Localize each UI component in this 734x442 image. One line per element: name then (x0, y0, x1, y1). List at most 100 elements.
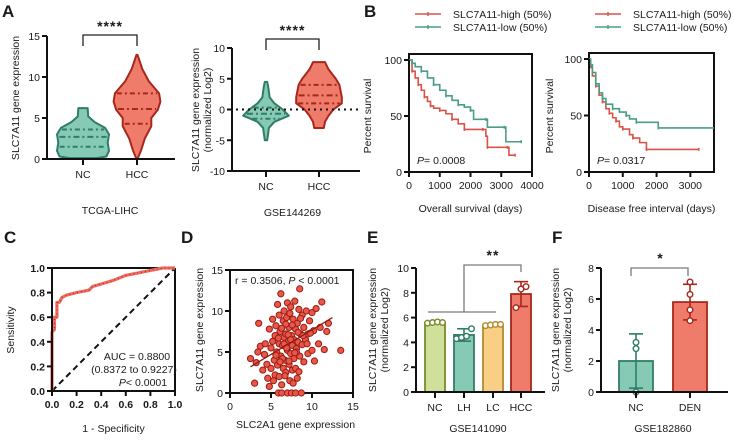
data-point (632, 345, 640, 353)
x-tick-label: 0 (586, 180, 592, 192)
scatter-point (276, 358, 284, 366)
r-value: r = 0.3506, (235, 275, 288, 287)
scatter-point (269, 315, 277, 323)
y-tick-label: 5 (219, 74, 225, 86)
y-tick-label: 0.6 (30, 312, 45, 324)
auc-annotation: AUC = 0.8800 (104, 351, 170, 363)
scatter-point (295, 305, 303, 313)
scatter-point (277, 290, 285, 298)
survival-curve-high (409, 59, 516, 156)
y-tick-label: 0 (219, 105, 225, 117)
y-tick-label: 0 (576, 167, 582, 179)
panel-label: A (2, 2, 14, 21)
data-point (686, 278, 694, 286)
p-value: = 0.0008 (424, 155, 465, 167)
scatter-point (264, 374, 272, 382)
data-point (686, 317, 694, 325)
x-tick-label: 0.6 (118, 399, 133, 411)
p-value: = 0.0317 (604, 155, 645, 167)
roc-curve-markers (51, 267, 175, 391)
scatter-point (272, 322, 280, 330)
y-axis-subtitle: (normalized Log2) (562, 288, 574, 373)
p-value: < 0.0001 (126, 377, 167, 389)
significance-bracket: ** (428, 247, 522, 313)
scatter-point (323, 327, 331, 336)
scatter-point (337, 346, 345, 354)
x-tick-label: 2000 (645, 180, 669, 192)
scatter-point (265, 325, 273, 333)
x-axis-title: Disease free interval (days) (588, 203, 716, 215)
data-point (686, 306, 694, 314)
violin-shape (242, 80, 290, 142)
scatter-point (285, 357, 293, 365)
x-tick-label: 0.0 (45, 399, 60, 411)
p-value-annotation: P= 0.0008 (417, 155, 465, 167)
bar (482, 324, 504, 393)
x-tick-label: 0 (406, 180, 412, 192)
scatter-point (318, 298, 326, 306)
y-tick-label: 5 (217, 347, 223, 359)
regression-line (250, 317, 333, 368)
y-tick-label: 0.2 (30, 361, 45, 373)
scatter-point (296, 285, 304, 293)
bracket-line (463, 264, 522, 312)
violin-shape (56, 107, 110, 160)
scatter-point (295, 368, 303, 376)
scatter-point (282, 320, 290, 328)
x-tick-label: 0 (227, 401, 233, 413)
x-category-label: NC (628, 402, 644, 414)
scatter-point (294, 328, 302, 336)
x-category-label: LC (486, 402, 500, 414)
legend-label: SLC7A11-high (50%) (633, 9, 731, 21)
bracket-line (82, 34, 138, 46)
p-value-annotation: P= 0.0317 (597, 155, 645, 167)
data-point (468, 325, 476, 333)
panel-label: B (364, 2, 376, 21)
y-tick-label: 0.8 (30, 288, 45, 300)
legend-label: SLC7A11-low (50%) (453, 22, 547, 34)
y-axis-title: Percent survival (362, 79, 374, 154)
y-tick-label: -5 (216, 135, 225, 147)
scatter-point (261, 340, 269, 348)
panel-label: D (181, 228, 193, 247)
scatter-point (269, 377, 278, 385)
scatter-point (308, 309, 316, 317)
ci-annotation: (0.8372 to 0.9227) (91, 364, 177, 376)
x-tick-label: 5 (268, 401, 274, 413)
x-tick-label: 1000 (611, 180, 635, 192)
x-category-label: NC (427, 402, 443, 414)
scatter-point (288, 321, 296, 329)
scatter-point (286, 309, 294, 318)
y-tick-label: 6 (403, 313, 409, 325)
scatter-point (278, 324, 286, 332)
data-point (439, 319, 447, 327)
y-tick-label: 4 (403, 337, 409, 349)
scatter-point (296, 314, 305, 322)
x-category-label: HCC (126, 169, 149, 181)
scatter-point (246, 354, 255, 363)
y-tick-label: 8 (588, 263, 594, 275)
scatter-point (287, 303, 295, 311)
survival-curve-low (589, 58, 714, 129)
p-symbol: P (417, 155, 424, 167)
scatter-point (275, 311, 283, 319)
x-category-label: HCC (308, 181, 331, 193)
y-axis: 0 2 4 6 8 (588, 263, 602, 399)
scatter-point (251, 379, 259, 387)
p-value: < 0.0001 (295, 275, 339, 287)
x-tick-label: 3000 (490, 180, 514, 192)
x-category-label: DEN (679, 402, 701, 414)
scatter-point (260, 350, 269, 359)
significance-bracket: **** (265, 22, 320, 50)
x-tick-label: 0.4 (94, 399, 109, 411)
y-tick-label: 10 (211, 306, 223, 318)
x-axis-title: GSE144269 (264, 207, 321, 219)
data-point (463, 332, 471, 340)
y-tick-label: 2 (403, 362, 409, 374)
x-axis-title: 1 - Specificity (82, 423, 145, 435)
scatter-point (278, 381, 286, 389)
significance-bracket: * (630, 250, 689, 276)
y-axis-subtitle: (normalized Log2) (379, 288, 391, 373)
scatter-point (273, 300, 282, 309)
scatter-point (280, 307, 288, 315)
